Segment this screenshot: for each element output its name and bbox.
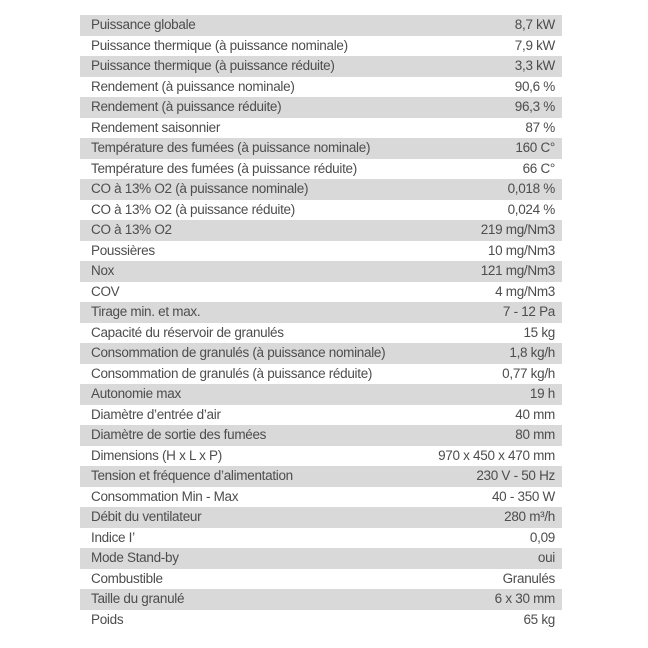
table-row: Capacité du réservoir de granulés 15 kg: [80, 322, 562, 343]
spec-value: 87 %: [525, 119, 555, 135]
table-row: CO à 13% O2 219 mg/Nm3: [80, 220, 562, 241]
spec-value: 280 m³/h: [504, 509, 555, 524]
spec-label: Rendement (à puissance réduite): [91, 99, 282, 114]
spec-label: CO à 13% O2: [91, 222, 172, 237]
spec-value: 66 C°: [522, 160, 556, 176]
spec-label: Diamètre de sortie des fumées: [91, 427, 267, 442]
table-row: Température des fumées (à puissance rédu…: [80, 158, 562, 179]
table-row: Nox 121 mg/Nm3: [80, 261, 562, 282]
table-row: CO à 13% O2 (à puissance réduite) 0,024 %: [80, 199, 562, 220]
table-row: Consommation de granulés (à puissance no…: [80, 343, 562, 364]
table-row: Combustible Granulés: [80, 568, 562, 589]
spec-label: Rendement saisonnier: [91, 119, 221, 135]
spec-value: 80 mm: [515, 427, 555, 442]
spec-label: Puissance thermique (à puissance réduite…: [91, 58, 335, 73]
spec-value: 0,09: [529, 529, 555, 545]
table-row: Consommation de granulés (à puissance ré…: [80, 363, 562, 384]
spec-label: Nox: [91, 263, 115, 278]
spec-label: Rendement (à puissance nominale): [91, 78, 295, 94]
spec-label: Autonomie max: [91, 386, 181, 401]
spec-label: Poids: [91, 611, 124, 627]
table-row: COV 4 mg/Nm3: [80, 281, 562, 302]
table-row: Rendement (à puissance réduite) 96,3 %: [80, 97, 562, 118]
table-row: Rendement saisonnier 87 %: [80, 117, 562, 138]
table-row: CO à 13% O2 (à puissance nominale) 0,018 …: [80, 179, 562, 200]
spec-value: 0,018 %: [507, 181, 556, 196]
spec-value: 0,77 kg/h: [502, 365, 555, 381]
spec-value: 90,6 %: [514, 78, 556, 94]
spec-value: 230 V - 50 Hz: [476, 468, 555, 483]
spec-value: 0,024 %: [507, 201, 556, 217]
spec-value: 15 kg: [523, 324, 555, 340]
spec-label: Mode Stand-by: [91, 550, 179, 565]
spec-value: 160 C°: [515, 140, 555, 155]
table-row: Puissance thermique (à puissance nominal…: [80, 35, 562, 56]
spec-value: 19 h: [529, 386, 555, 401]
spec-value: 970 x 450 x 470 mm: [438, 447, 555, 463]
spec-label: COV: [91, 283, 120, 299]
table-row: Poussières 10 mg/Nm3: [80, 240, 562, 261]
table-row: Diamètre d’entrée d’air 40 mm: [80, 404, 562, 425]
spec-value: 3,3 kW: [514, 58, 556, 73]
spec-label: Tirage min. et max.: [91, 304, 201, 319]
spec-label: CO à 13% O2 (à puissance nominale): [91, 181, 309, 196]
table-row: Autonomie max 19 h: [80, 384, 562, 405]
spec-label: Température des fumées (à puissance nomi…: [91, 140, 371, 155]
spec-label: Température des fumées (à puissance rédu…: [91, 160, 357, 176]
spec-table: Puissance globale 8,7 kW Puissance thermiq…: [80, 15, 562, 630]
table-row: Consommation Min - Max 40 - 350 W: [80, 486, 562, 507]
spec-label: CO à 13% O2 (à puissance réduite): [91, 201, 295, 217]
spec-value: 219 mg/Nm3: [480, 222, 556, 237]
spec-value: 4 mg/Nm3: [495, 283, 555, 299]
table-row: Débit du ventilateur 280 m³/h: [80, 507, 562, 528]
spec-value: 7,9 kW: [514, 37, 556, 53]
spec-value: 1,8 kg/h: [509, 345, 555, 360]
spec-value: oui: [537, 550, 555, 565]
table-row: Rendement (à puissance nominale) 90,6 %: [80, 76, 562, 97]
table-row: Tirage min. et max. 7 - 12 Pa: [80, 302, 562, 323]
spec-value: 10 mg/Nm3: [487, 242, 555, 258]
spec-value: Granulés: [502, 570, 556, 586]
table-row: Température des fumées (à puissance nomi…: [80, 138, 562, 159]
spec-label: Consommation de granulés (à puissance no…: [91, 345, 386, 360]
spec-label: Puissance thermique (à puissance nominal…: [91, 37, 348, 53]
spec-value: 40 - 350 W: [491, 488, 555, 504]
spec-label: Taille du granulé: [91, 591, 185, 606]
table-row: Poids 65 kg: [80, 609, 562, 630]
spec-label: Débit du ventilateur: [91, 509, 202, 524]
spec-label: Tension et fréquence d’alimentation: [91, 468, 293, 483]
spec-label: Diamètre d’entrée d’air: [91, 406, 221, 422]
spec-label: Dimensions (H x L x P): [91, 447, 222, 463]
table-row: Tension et fréquence d’alimentation 230 V…: [80, 466, 562, 487]
spec-label: Indice I’: [91, 529, 135, 545]
spec-label: Poussières: [91, 242, 155, 258]
table-row: Indice I’ 0,09: [80, 527, 562, 548]
spec-value: 6 x 30 mm: [494, 591, 556, 606]
table-row: Taille du granulé 6 x 30 mm: [80, 589, 562, 610]
spec-value: 7 - 12 Pa: [502, 304, 555, 319]
table-row: Puissance thermique (à puissance réduite…: [80, 56, 562, 77]
table-row: Puissance globale 8,7 kW: [80, 15, 562, 36]
spec-value: 121 mg/Nm3: [480, 263, 556, 278]
spec-label: Puissance globale: [91, 17, 196, 32]
spec-label: Combustible: [91, 570, 163, 586]
spec-label: Consommation de granulés (à puissance ré…: [91, 365, 373, 381]
table-row: Diamètre de sortie des fumées 80 mm: [80, 425, 562, 446]
spec-label: Capacité du réservoir de granulés: [91, 324, 284, 340]
spec-value: 40 mm: [515, 406, 555, 422]
spec-value: 65 kg: [523, 611, 555, 627]
spec-value: 96,3 %: [514, 99, 556, 114]
table-row: Dimensions (H x L x P) 970 x 450 x 470 mm: [80, 445, 562, 466]
spec-label: Consommation Min - Max: [91, 488, 239, 504]
spec-value: 8,7 kW: [514, 17, 556, 32]
table-row: Mode Stand-by oui: [80, 548, 562, 569]
